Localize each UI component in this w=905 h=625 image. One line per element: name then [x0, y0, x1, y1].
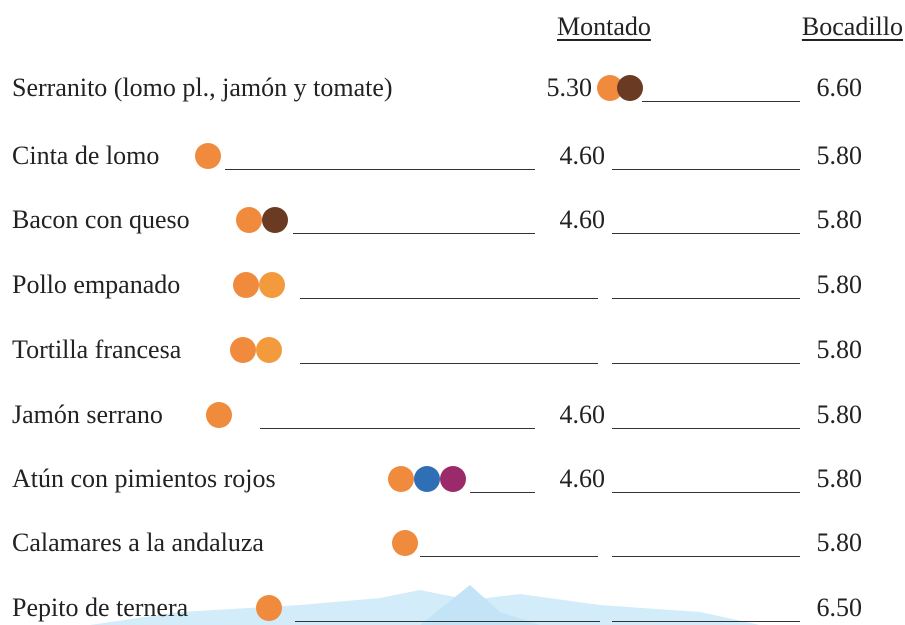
- item-name: Serranito (lomo pl., jamón y tomate): [12, 72, 393, 104]
- dotted-rule: [612, 492, 800, 493]
- bocadillo-price: 6.60: [817, 72, 863, 104]
- allergen-icon: [195, 143, 221, 169]
- allergen-icon: [259, 272, 285, 298]
- bocadillo-price: 5.80: [817, 399, 863, 431]
- dotted-rule: [612, 298, 800, 299]
- column-header: Bocadillo: [802, 11, 903, 43]
- dotted-rule: [300, 298, 598, 299]
- bocadillo-price: 5.80: [817, 204, 863, 236]
- item-name: Tortilla francesa: [12, 334, 181, 366]
- dotted-rule: [612, 556, 800, 557]
- dotted-rule: [470, 492, 535, 493]
- allergen-icon: [230, 337, 256, 363]
- bocadillo-price: 5.80: [817, 140, 863, 172]
- allergen-icon: [617, 75, 643, 101]
- allergen-icon: [206, 402, 232, 428]
- montado-price: 4.60: [560, 204, 606, 236]
- dotted-rule: [612, 233, 800, 234]
- dotted-rule: [295, 621, 600, 622]
- allergen-icon: [392, 530, 418, 556]
- dotted-rule: [612, 621, 800, 622]
- montado-price: 4.60: [560, 140, 606, 172]
- item-name: Atún con pimientos rojos: [12, 463, 276, 495]
- allergen-icon: [440, 466, 466, 492]
- allergen-icon: [262, 207, 288, 233]
- allergen-icon: [236, 207, 262, 233]
- dotted-rule: [300, 363, 598, 364]
- bocadillo-price: 6.50: [817, 592, 863, 624]
- menu-page: Montado Bocadillo Serranito (lomo pl., j…: [0, 0, 905, 625]
- bocadillo-price: 5.80: [817, 463, 863, 495]
- column-header: Montado: [557, 11, 651, 43]
- item-name: Pepito de ternera: [12, 592, 188, 624]
- montado-price: 5.30: [547, 72, 593, 104]
- dotted-rule: [642, 101, 800, 102]
- dotted-rule: [225, 169, 535, 170]
- bocadillo-price: 5.80: [817, 527, 863, 559]
- allergen-icon: [256, 337, 282, 363]
- allergen-icon: [388, 466, 414, 492]
- dotted-rule: [612, 169, 800, 170]
- montado-price: 4.60: [560, 399, 606, 431]
- dotted-rule: [293, 233, 535, 234]
- dotted-rule: [420, 556, 598, 557]
- bocadillo-price: 5.80: [817, 269, 863, 301]
- allergen-icon: [256, 595, 282, 621]
- mountain-shape: [90, 590, 760, 625]
- item-name: Pollo empanado: [12, 269, 180, 301]
- allergen-icon: [414, 466, 440, 492]
- item-name: Jamón serrano: [12, 399, 163, 431]
- montado-price: 4.60: [560, 463, 606, 495]
- dotted-rule: [612, 428, 800, 429]
- item-name: Bacon con queso: [12, 204, 190, 236]
- dotted-rule: [612, 363, 800, 364]
- item-name: Calamares a la andaluza: [12, 527, 264, 559]
- dotted-rule: [260, 428, 535, 429]
- bocadillo-price: 5.80: [817, 334, 863, 366]
- item-name: Cinta de lomo: [12, 140, 159, 172]
- allergen-icon: [233, 272, 259, 298]
